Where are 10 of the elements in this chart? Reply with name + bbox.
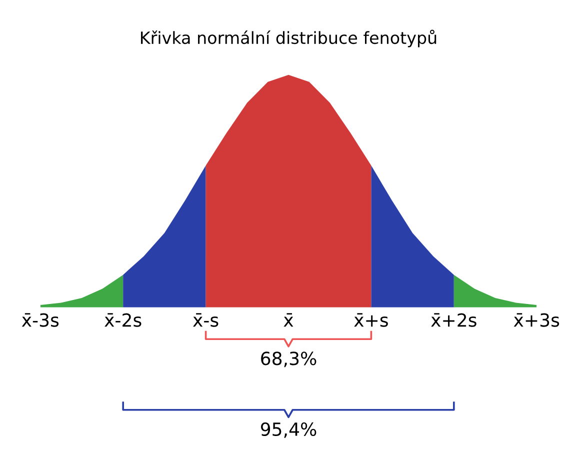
- x-tick-label: x̄+s: [354, 313, 388, 327]
- x-tick-label: x̄-s: [193, 313, 218, 327]
- x-tick-label: x̄: [284, 313, 294, 327]
- x-tick-label: x̄-2s: [104, 313, 142, 327]
- text: 68,3%: [261, 352, 316, 368]
- text: 95,4%: [260, 422, 316, 438]
- x-tick-label: x̄+3s: [514, 313, 560, 327]
- chart-title: Křivka normální distribuce fenotypů: [141, 30, 436, 48]
- x-tick-label: x̄-3s: [22, 313, 59, 327]
- x-tick-label: x̄+2s: [431, 313, 476, 327]
